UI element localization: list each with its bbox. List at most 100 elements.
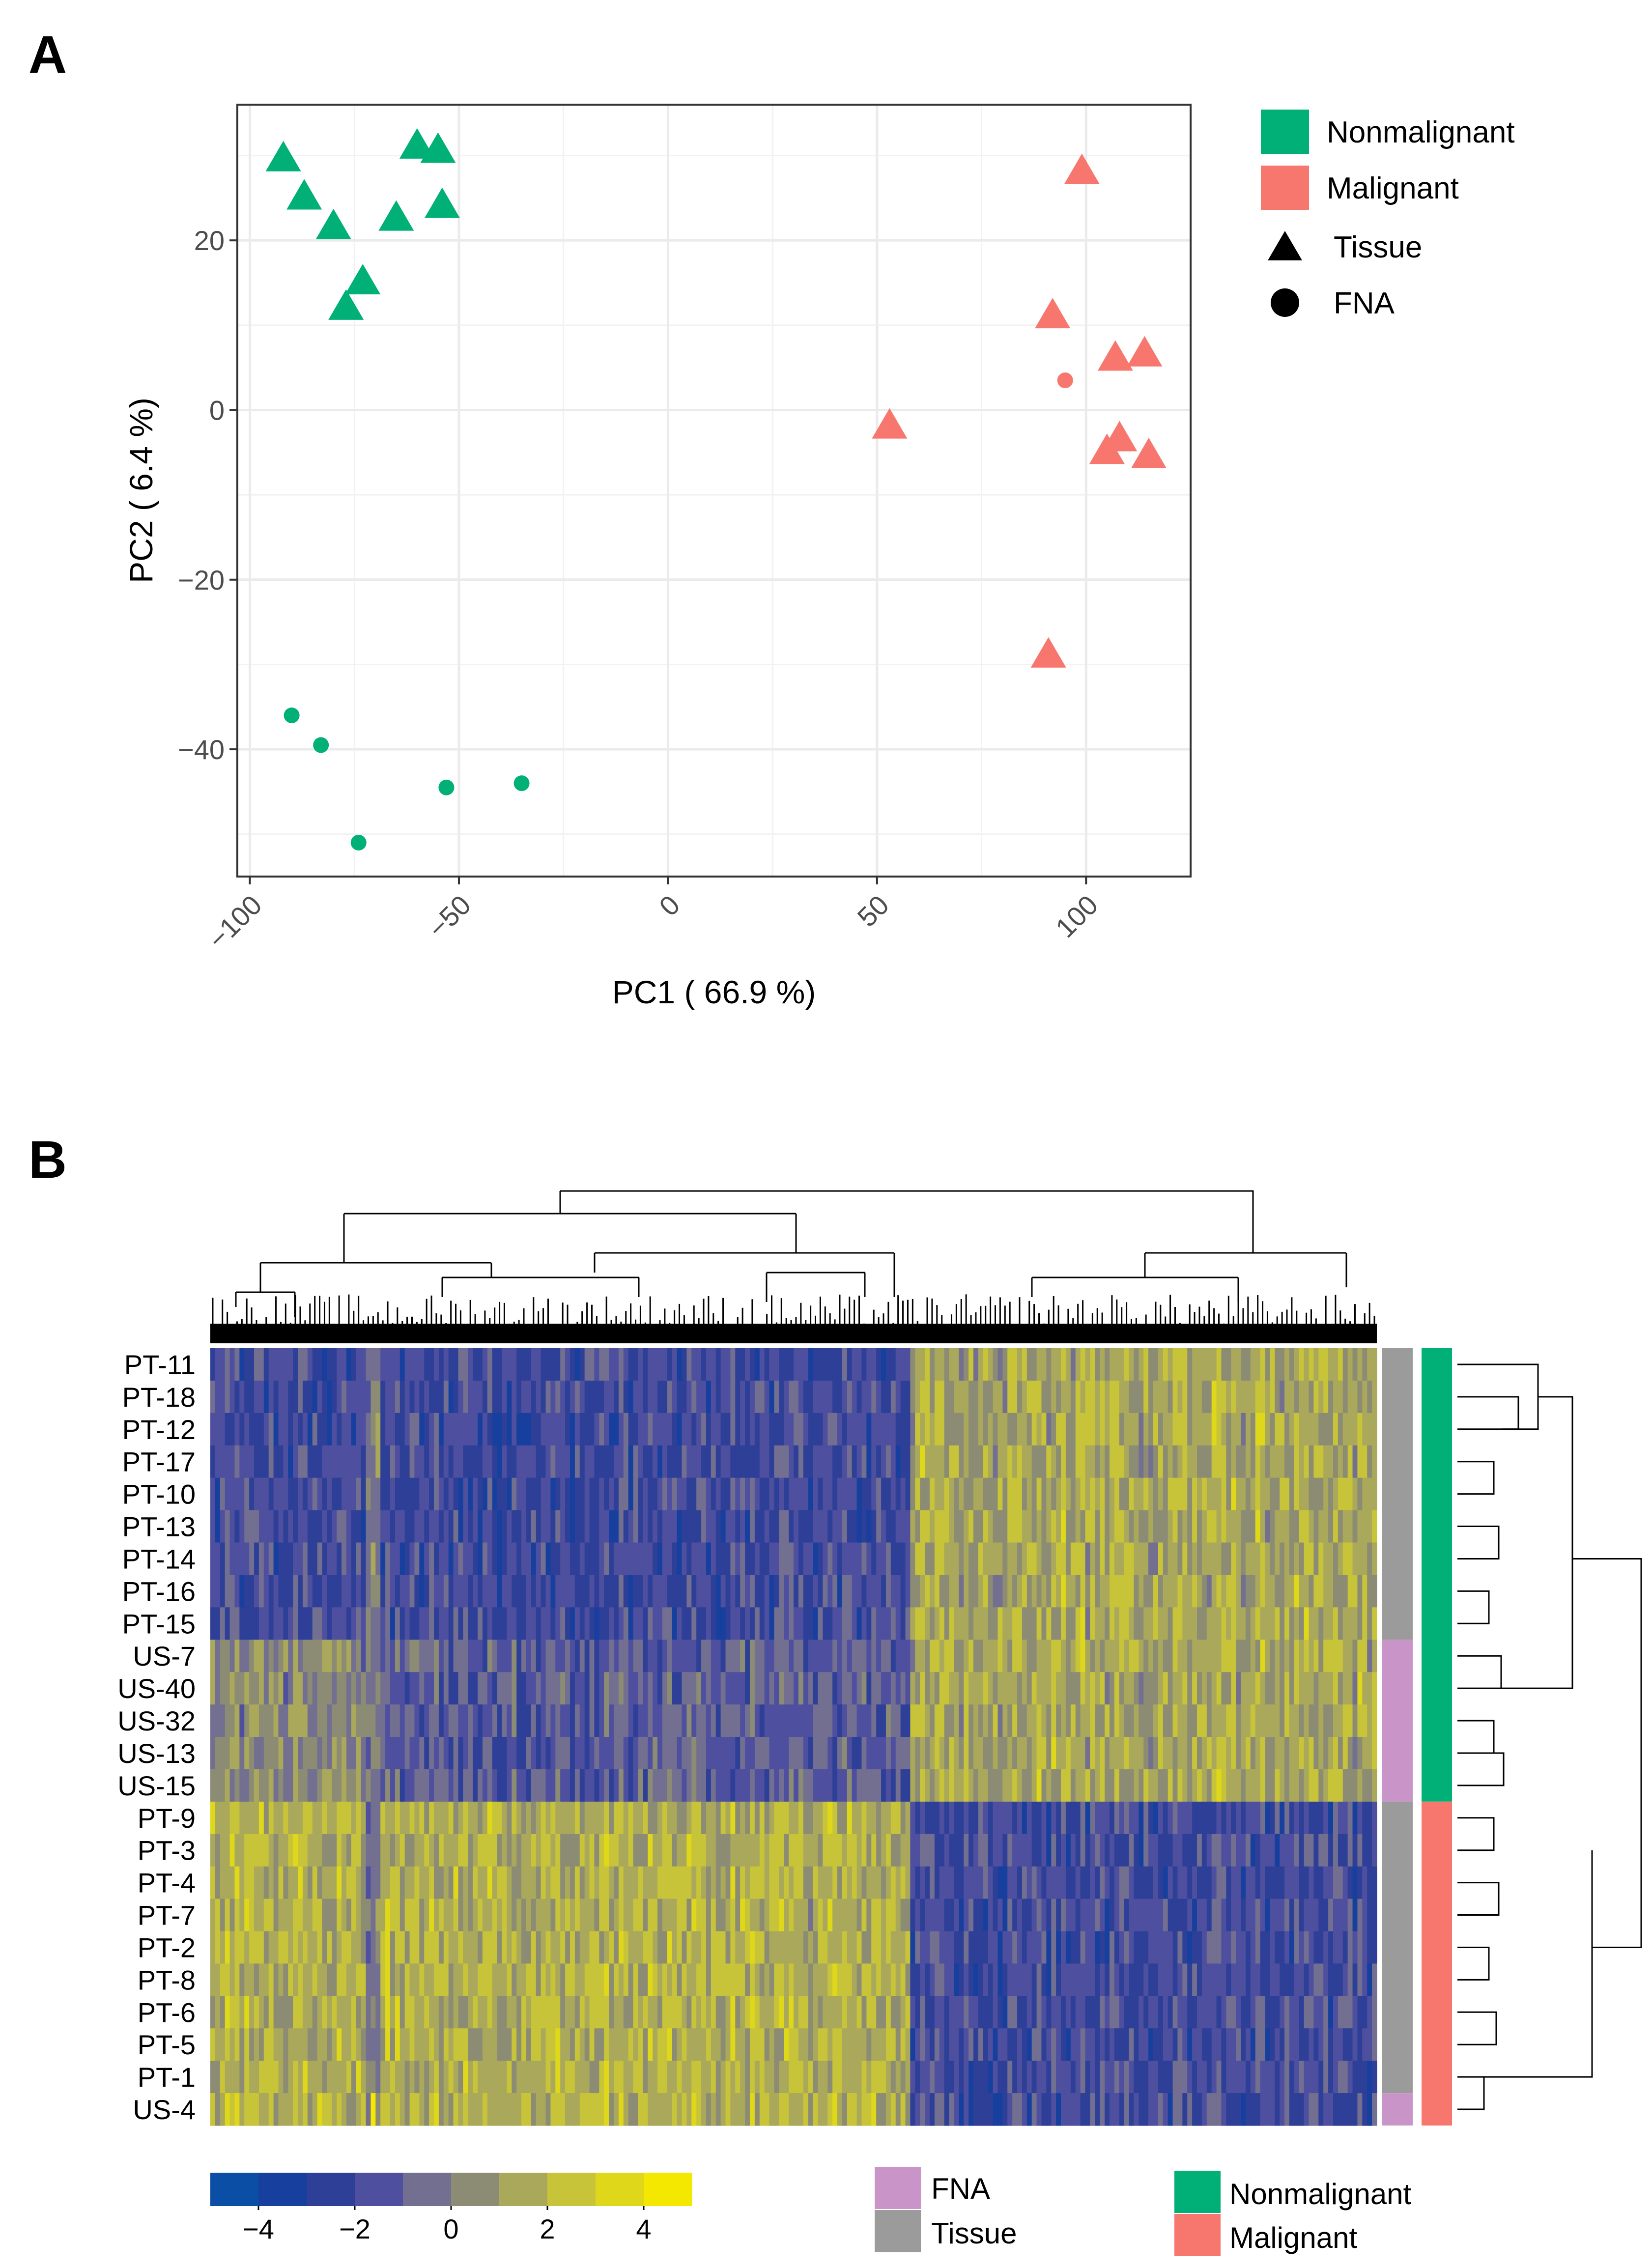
heatmap-cell [1357, 1672, 1363, 1705]
heatmap-cell [1342, 1737, 1348, 1770]
heatmap-cell [1090, 1575, 1095, 1608]
heatmap-cell [1275, 1834, 1280, 1867]
heatmap-cell [288, 1931, 293, 1964]
heatmap-cell [1177, 1866, 1183, 1899]
heatmap-cell [283, 1672, 288, 1705]
heatmap-cell [1323, 1704, 1329, 1737]
heatmap-cell [492, 1413, 498, 1446]
heatmap-cell [686, 1801, 692, 1835]
heatmap-cell [443, 1575, 449, 1608]
heatmap-cell [258, 1866, 264, 1899]
heatmap-cell [1270, 1866, 1275, 1899]
heatmap-cell [920, 1445, 925, 1478]
heatmap-cell [861, 1477, 867, 1511]
heatmap-cell [818, 1866, 823, 1899]
heatmap-cell [424, 1899, 429, 1932]
heatmap-cell [1342, 1769, 1348, 1802]
heatmap-cell [1250, 1931, 1256, 1964]
heatmap-cell [648, 1445, 653, 1478]
heatmap-cell [234, 1801, 240, 1835]
heatmap-cell [1017, 1380, 1023, 1414]
heatmap-cell [1294, 1477, 1300, 1511]
heatmap-cell [239, 1931, 245, 1964]
heatmap-cell [1284, 1413, 1290, 1446]
heatmap-cell [516, 1413, 522, 1446]
heatmap-cell [1036, 1834, 1042, 1867]
heatmap-cell [954, 1672, 959, 1705]
heatmap-cell [1299, 1542, 1305, 1576]
heatmap-cell [964, 1413, 969, 1446]
heatmap-cell [725, 1931, 731, 1964]
heatmap-cell [1206, 1607, 1212, 1640]
heatmap-cell [1022, 1704, 1027, 1737]
heatmap-cell [1323, 1737, 1329, 1770]
heatmap-cell [1056, 1769, 1061, 1802]
heatmap-cell [614, 1963, 619, 1996]
heatmap-cell [555, 1413, 561, 1446]
heatmap-cell [478, 1801, 483, 1835]
heatmap-cell [1182, 1542, 1188, 1576]
heatmap-cell [1372, 1575, 1377, 1608]
heatmap-cell [1051, 1477, 1056, 1511]
heatmap-cell [385, 1640, 391, 1673]
heatmap-cell [1192, 1575, 1197, 1608]
heatmap-cell [944, 1380, 950, 1414]
heatmap-cell [361, 1866, 367, 1899]
heatmap-cell [1143, 1575, 1149, 1608]
heatmap-cell [1139, 1704, 1144, 1737]
heatmap-cell [623, 1704, 629, 1737]
heatmap-cell [648, 1963, 653, 1996]
heatmap-cell [414, 1380, 420, 1414]
heatmap-cell [1289, 1866, 1295, 1899]
heatmap-cell [837, 1931, 843, 1964]
heatmap-cell [1109, 1899, 1115, 1932]
heatmap-cell [925, 1899, 930, 1932]
heatmap-cell [458, 1801, 463, 1835]
heatmap-cell [988, 1380, 994, 1414]
heatmap-cell [356, 1801, 362, 1835]
heatmap-cell [268, 1769, 274, 1802]
heatmap-cell [934, 1672, 940, 1705]
heatmap-cell [380, 1575, 386, 1608]
heatmap-cell [239, 1704, 245, 1737]
heatmap-cell [691, 1575, 697, 1608]
heatmap-cell [633, 1542, 639, 1576]
heatmap-cell [1255, 1542, 1261, 1576]
heatmap-cell [1095, 1380, 1100, 1414]
heatmap-cell [648, 1380, 653, 1414]
heatmap-cell [643, 1899, 648, 1932]
heatmap-cell [229, 1348, 235, 1381]
heatmap-cell [604, 1413, 609, 1446]
heatmap-cell [847, 1769, 853, 1802]
heatmap-cell [749, 1834, 755, 1867]
heatmap-cell [618, 1445, 624, 1478]
heatmap-cell [1245, 1931, 1251, 1964]
heatmap-cell [1226, 1672, 1231, 1705]
heatmap-cell [380, 1607, 386, 1640]
heatmap-cell [541, 1607, 546, 1640]
heatmap-cell [949, 1607, 955, 1640]
heatmap-cell [968, 1510, 974, 1543]
heatmap-cell [954, 1866, 959, 1899]
heatmap-cell [478, 1963, 483, 1996]
heatmap-cell [1347, 1834, 1353, 1867]
heatmap-cell [1046, 1413, 1052, 1446]
heatmap-cell [1002, 1445, 1008, 1478]
heatmap-cell [993, 1445, 998, 1478]
heatmap-cell [458, 1542, 463, 1576]
heatmap-cell [852, 1413, 857, 1446]
heatmap-cell [579, 1931, 585, 1964]
heatmap-cell [1231, 1445, 1236, 1478]
heatmap-cell [327, 1607, 332, 1640]
heatmap-cell [1036, 1575, 1042, 1608]
heatmap-cell [482, 1640, 488, 1673]
heatmap-cell [1333, 1834, 1339, 1867]
heatmap-cell [808, 1672, 814, 1705]
heatmap-cell [1342, 1413, 1348, 1446]
heatmap-cell [978, 1801, 984, 1835]
heatmap-cell [1124, 1477, 1130, 1511]
heatmap-cell [1026, 1413, 1032, 1446]
heatmap-cell [711, 1413, 716, 1446]
heatmap-cell [691, 1963, 697, 1996]
